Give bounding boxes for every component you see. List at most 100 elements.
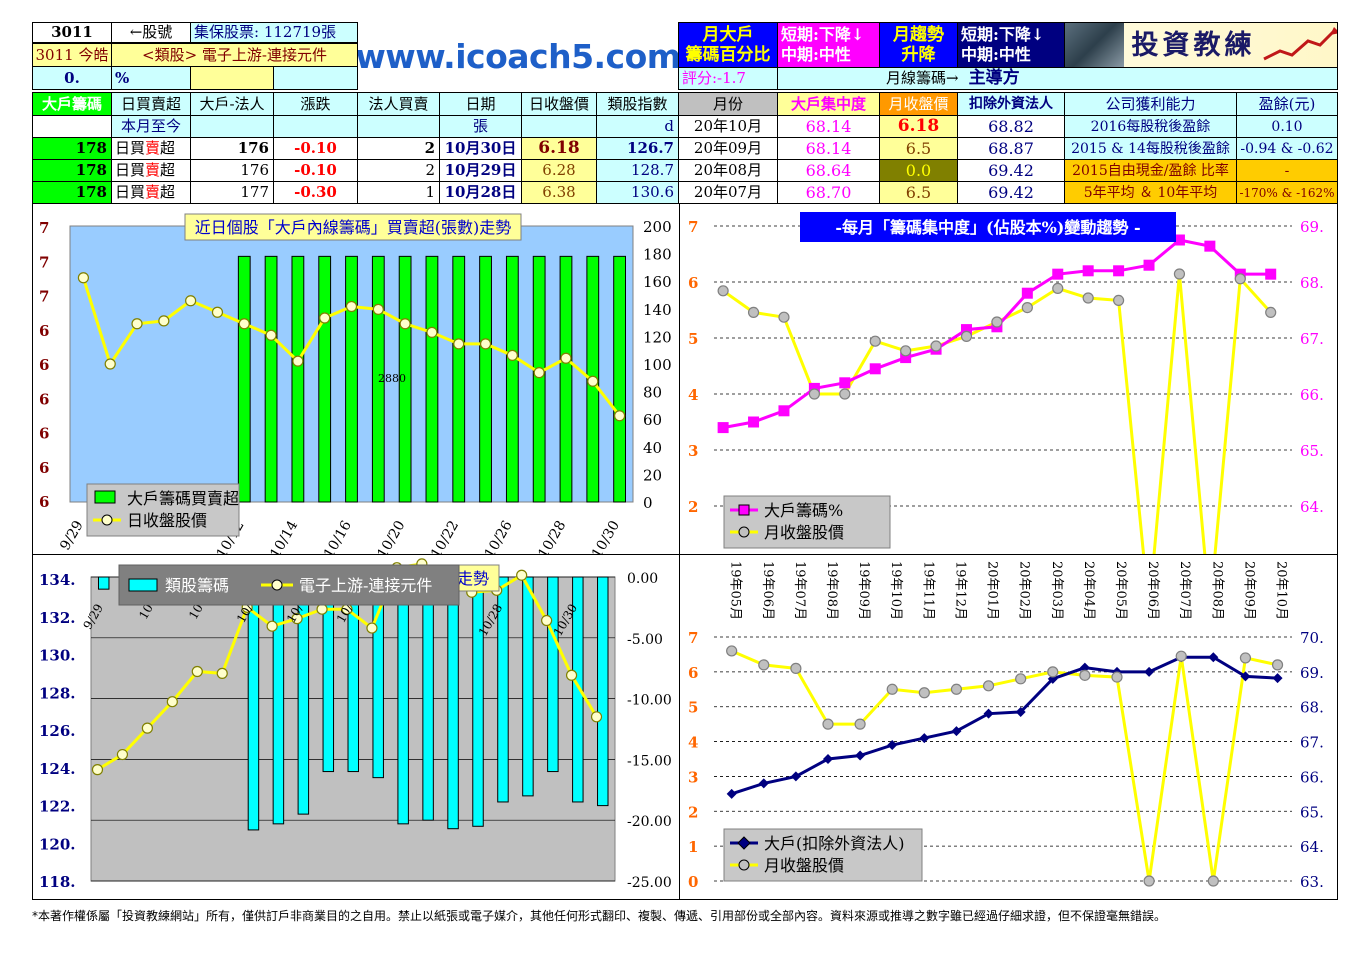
monthly-close-point <box>854 718 866 730</box>
monthly-trend-line1: 月趨勢 <box>893 24 944 45</box>
legend-label: 大戶(扣除外資法人) <box>764 834 905 853</box>
profit-row-label: 2015 & 14每股稅後盈餘 <box>1064 137 1237 160</box>
big-chip-bar <box>532 255 546 503</box>
x-month-tick: 19年11月 <box>920 561 935 620</box>
row-daily-label-part: 賣 <box>145 161 161 179</box>
row-index: 130.6 <box>596 181 679 204</box>
short-trend-1: 短期:下降↓ <box>781 25 865 44</box>
daily-big-chart: 7 7 7 6 6 6 6 6 6 200 180 160 140 120 100 80 60 40 20 0 9/29… <box>32 203 680 555</box>
big-chip-bar <box>345 255 358 503</box>
mtd-index-unit: d <box>596 115 679 138</box>
col-header-chip: 大戶籌碼 <box>32 92 112 116</box>
y-left-tick: 7 <box>688 629 698 647</box>
y-right-tick: 20 <box>643 466 662 484</box>
y-right-tick: 70. <box>1300 629 1324 647</box>
y-right-tick: 60 <box>643 411 662 429</box>
monthly-close-point <box>960 330 973 342</box>
stock-name: 3011 今皓 <box>32 43 112 67</box>
excl-point <box>887 740 898 751</box>
row-daily-label-part: 賣 <box>145 183 161 201</box>
month-row-conc: 68.64 <box>777 159 880 182</box>
x-month-tick: 20年09月 <box>1241 561 1256 620</box>
month-row-close: 6.5 <box>879 181 958 204</box>
website-banner[interactable]: www.icoach5.com <box>358 22 678 90</box>
sector-chip-bar <box>497 576 509 803</box>
month-row-conc: 68.14 <box>777 137 880 160</box>
sector-chip-bar <box>472 576 484 827</box>
mtd-chip-cell <box>32 115 112 138</box>
x-month-tick: 20年03月 <box>1049 561 1064 620</box>
row-net: 176 <box>190 137 274 160</box>
big-chip-bar <box>318 255 332 503</box>
y-right-tick: 80 <box>643 384 662 402</box>
sector-index-point <box>366 622 378 634</box>
score: 評分:-1.7 <box>678 67 778 90</box>
big-pct-cell: 月大戶 籌碼百分比 <box>678 22 778 68</box>
y-left-tick: 134. <box>39 571 76 589</box>
monthly-conc-chart: 7 6 5 4 3 2 69. 68. 67. 66. 65. 64. -每月「籌碼集中度」(佔股本%)… <box>679 203 1338 555</box>
month-row-excl: 69.42 <box>957 159 1065 182</box>
stock-code[interactable]: 3011 <box>32 22 112 43</box>
close-price-point <box>319 312 331 324</box>
y-right-tick: 64. <box>1300 838 1324 856</box>
x-month-tick: 19年05月 <box>728 561 743 620</box>
y-right-tick: 68. <box>1300 699 1324 717</box>
close-price-point <box>238 318 250 330</box>
x-tick: 10/22 <box>428 518 462 555</box>
col-header-month: 月份 <box>678 92 778 116</box>
monthly-close-point <box>717 285 729 297</box>
conc-point <box>839 377 851 389</box>
row-daily-label-part: 賣 <box>145 139 161 157</box>
monthly-close-point <box>1239 652 1252 664</box>
x-month-tick: 19年06月 <box>760 561 775 620</box>
y-left-tick: 128. <box>39 684 76 702</box>
monthly-excl-chart: 19年05月 19年06月 19年07月 19年08月 19年09月 19年10月 19年1… <box>679 554 1338 900</box>
y-left-tick: 2 <box>688 498 698 516</box>
x-tick: 10 <box>136 602 156 622</box>
month-row-excl: 69.42 <box>957 181 1065 204</box>
mtd-unit: 張 <box>439 115 522 138</box>
sector-chart: 0.00 -5.00 -10.00 -15.00 -20.00 -25.00 134. 132… <box>32 554 680 900</box>
row-chip: 178 <box>32 159 112 182</box>
legend-box <box>723 828 923 882</box>
row-change: -0.10 <box>273 159 358 182</box>
excl-point <box>790 771 801 782</box>
y-right-tick: 120 <box>643 328 672 346</box>
dominant-label: 主導方 <box>968 68 1020 88</box>
legend-swatch <box>94 490 116 504</box>
website-url[interactable]: www.icoach5.com <box>358 36 678 76</box>
y-left-tick: 5 <box>688 330 698 348</box>
logo-text: 投資教練 <box>1131 29 1256 61</box>
conc-point <box>1143 259 1155 271</box>
excl-point <box>983 708 994 719</box>
y-left-tick: 1 <box>688 838 698 856</box>
mid-trend-2: 中期:中性 <box>961 45 1031 64</box>
big-chip-bar <box>452 255 466 503</box>
monthly-close-point <box>1015 673 1027 685</box>
sector-chip-bar <box>572 576 584 803</box>
sector-index-point <box>565 669 578 681</box>
x-month-tick: 19年08月 <box>824 561 839 620</box>
row-chip: 178 <box>32 137 112 160</box>
row-daily-label-part: 超 <box>160 161 176 179</box>
row-date: 10月29日 <box>439 159 522 182</box>
y-left-tick: 6 <box>39 493 49 511</box>
monthly-trend-line2: 升降 <box>901 44 936 65</box>
monthly-close-point <box>1111 671 1123 683</box>
mtd-label: 本月至今 <box>111 115 191 138</box>
y-left-tick: 6 <box>39 425 49 443</box>
logo-banner[interactable]: 投資教練 <box>1064 22 1338 68</box>
big-chip-bar <box>291 255 305 503</box>
y-left-tick: 4 <box>688 734 698 752</box>
col-header-profit: 公司獲利能力 <box>1064 92 1237 116</box>
conc-point <box>1204 240 1216 252</box>
y-left-tick: 124. <box>39 760 76 778</box>
close-price-point <box>131 318 143 330</box>
monthly-close-point <box>822 718 834 730</box>
col-header-change: 漲跌 <box>273 92 358 116</box>
y-right-tick: -10.00 <box>627 693 672 709</box>
y-left-tick: 6 <box>39 459 49 477</box>
sector-chip-bar <box>522 576 534 797</box>
month-row-month: 20年10月 <box>678 115 778 138</box>
legend-label: 大戶籌碼買賣超 <box>127 489 239 508</box>
